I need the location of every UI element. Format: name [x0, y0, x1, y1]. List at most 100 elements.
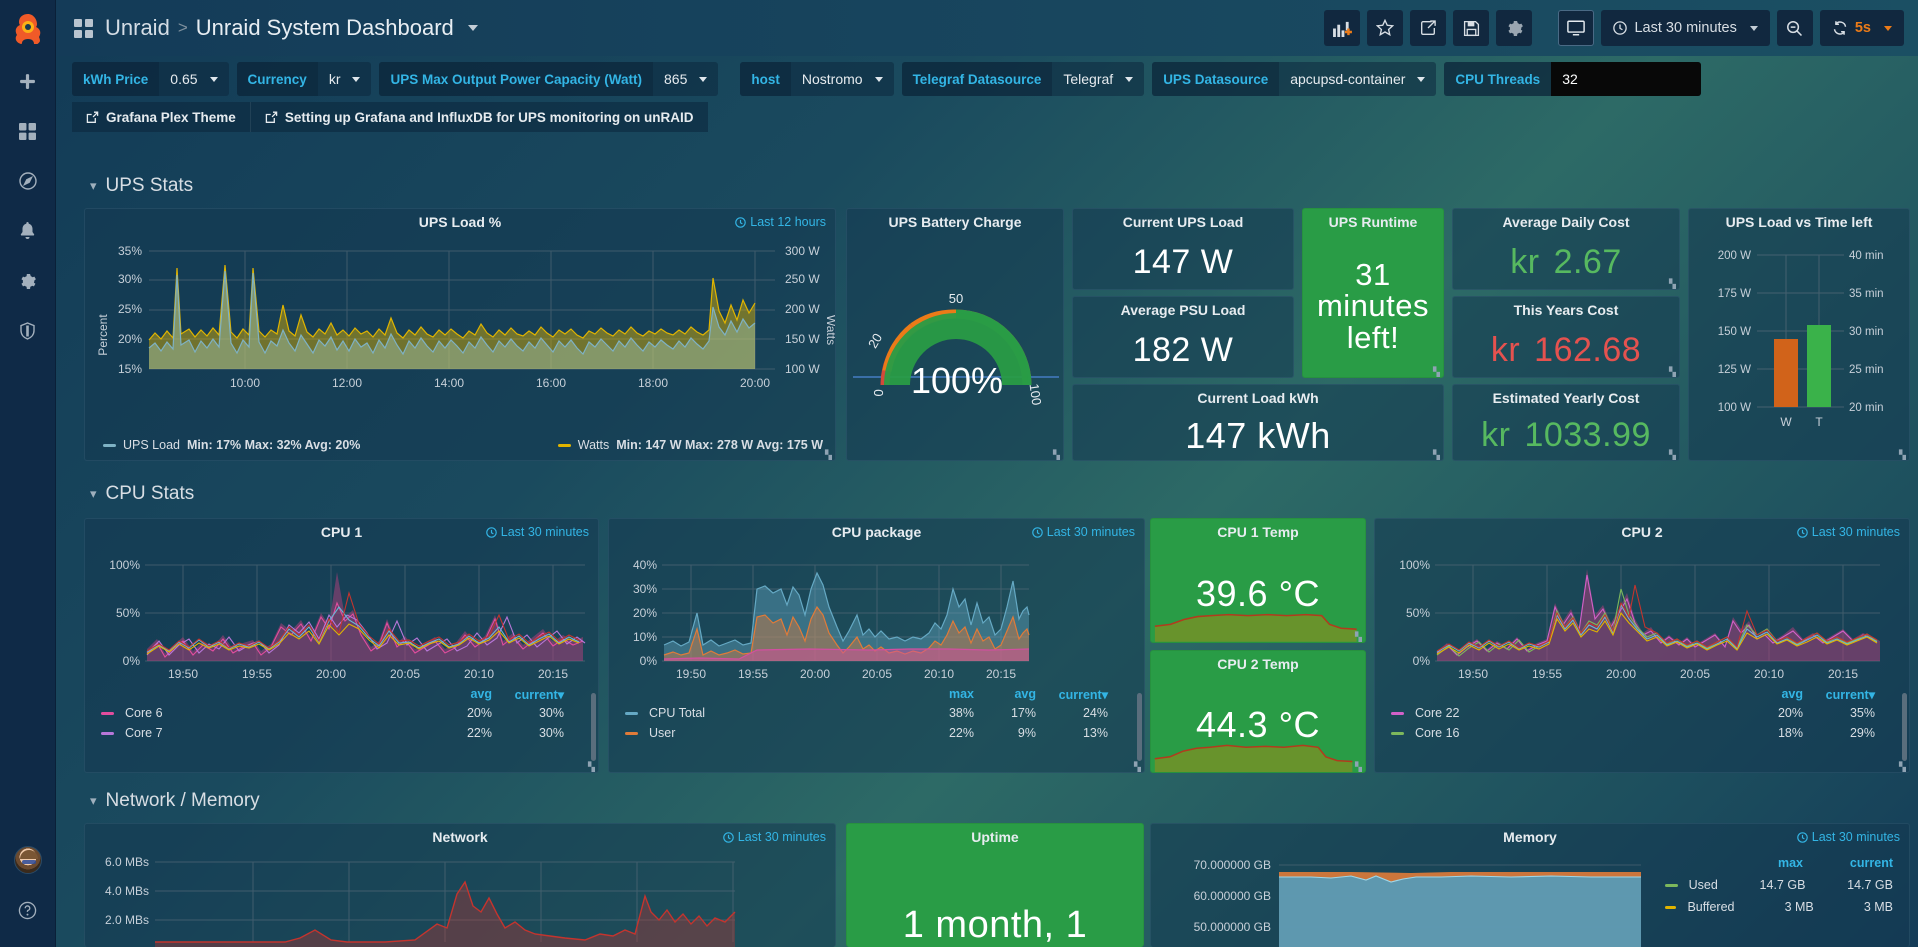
panel-ups-runtime[interactable]: UPS Runtime 31 minutes left! ▚	[1302, 208, 1444, 378]
panel-resize-handle[interactable]: ▚	[1433, 450, 1440, 460]
legend-row[interactable]: Core 22 20% 35%	[1375, 702, 1909, 720]
panel-resize-handle[interactable]: ▚	[1899, 762, 1906, 772]
row-header-ups-stats[interactable]: ▾ UPS Stats	[90, 175, 193, 197]
panel-resize-handle[interactable]: ▚	[1433, 367, 1440, 377]
sidebar-item-explore[interactable]	[0, 156, 56, 206]
variable-ups-datasource[interactable]: UPS Datasource apcupsd-container	[1152, 62, 1437, 96]
chevron-down-icon: ▾	[90, 793, 97, 808]
legend-series-name: Core 6	[125, 706, 163, 720]
save-dashboard-button[interactable]	[1453, 10, 1490, 46]
sidebar-item-create[interactable]	[0, 56, 56, 106]
sidebar-item-server-admin[interactable]	[0, 306, 56, 356]
dashboard-grid-icon[interactable]	[74, 18, 93, 38]
panel-this-years-cost[interactable]: This Years Cost kr 162.68 ▚	[1452, 296, 1680, 378]
legend-header-current[interactable]: current▾	[514, 688, 564, 702]
variable-currency[interactable]: Currency kr	[236, 62, 372, 96]
legend-scrollbar[interactable]	[1902, 693, 1907, 761]
panel-current-load-kwh[interactable]: Current Load kWh 147 kWh ▚	[1072, 384, 1444, 461]
panel-resize-handle[interactable]: ▚	[1355, 762, 1362, 772]
legend-scrollbar[interactable]	[1137, 693, 1142, 761]
panel-resize-handle[interactable]: ▚	[1053, 450, 1060, 460]
variable-ups-max-output[interactable]: UPS Max Output Power Capacity (Watt) 865	[379, 62, 719, 96]
variable-value[interactable]: kr	[318, 62, 372, 96]
sidebar-item-dashboards[interactable]	[0, 106, 56, 156]
sidebar-item-alerting[interactable]	[0, 206, 56, 256]
mark-favorite-button[interactable]	[1367, 10, 1404, 46]
variable-value[interactable]: 865	[653, 62, 718, 96]
panel-resize-handle[interactable]: ▚	[588, 762, 595, 772]
panel-resize-handle[interactable]: ▚	[1669, 279, 1676, 289]
panel-cpu-1-temp[interactable]: CPU 1 Temp 39.6 °C ▚	[1150, 518, 1366, 643]
panel-resize-handle[interactable]: ▚	[1355, 632, 1362, 642]
legend-header-current[interactable]: current▾	[1058, 688, 1108, 702]
row-header-cpu-stats[interactable]: ▾ CPU Stats	[90, 483, 194, 505]
cpu-threads-input[interactable]: 32	[1551, 62, 1702, 96]
panel-ups-battery-charge[interactable]: UPS Battery Charge 50 20 0 100 100% ▚	[846, 208, 1064, 461]
panel-cpu-2[interactable]: CPU 2 Last 30 minutes 100% 50% 0% 19:50 19:…	[1374, 518, 1910, 773]
zoom-out-time-range-button[interactable]	[1776, 10, 1813, 46]
dashboard-settings-button[interactable]	[1496, 10, 1533, 46]
panel-header[interactable]: UPS Load % Last 12 hours	[85, 209, 835, 235]
dashboard-link-grafana-plex-theme[interactable]: Grafana Plex Theme	[72, 102, 250, 132]
share-dashboard-button[interactable]	[1410, 10, 1447, 46]
row-header-network-memory[interactable]: ▾ Network / Memory	[90, 790, 260, 812]
refresh-picker[interactable]: 5s	[1819, 10, 1904, 46]
legend-row[interactable]: Core 7 22% 30%	[85, 720, 598, 740]
legend-header-avg[interactable]: avg	[470, 687, 492, 701]
variable-kwh-price[interactable]: kWh Price 0.65	[72, 62, 229, 96]
panel-memory[interactable]: Memory Last 30 minutes 70.000000 GB 60.00…	[1150, 823, 1910, 947]
variable-value[interactable]: 0.65	[159, 62, 228, 96]
panel-ups-load-percent[interactable]: UPS Load % Last 12 hours 35% 30% 25% 20%…	[84, 208, 836, 461]
legend-row[interactable]: Core 6 20% 30%	[85, 702, 598, 720]
legend-scrollbar[interactable]	[591, 693, 596, 761]
row-title-label: UPS Stats	[105, 175, 194, 196]
chevron-down-icon[interactable]	[467, 25, 478, 31]
panel-average-psu-load[interactable]: Average PSU Load 182 W	[1072, 296, 1294, 378]
panel-cpu-package[interactable]: CPU package Last 30 minutes 40% 30% 20% 10…	[608, 518, 1145, 773]
panel-current-ups-load[interactable]: Current UPS Load 147 W	[1072, 208, 1294, 290]
avatar[interactable]	[0, 835, 56, 885]
panel-cpu-2-temp[interactable]: CPU 2 Temp 44.3 °C ▚	[1150, 650, 1366, 773]
legend-header-avg[interactable]: avg	[1781, 687, 1803, 701]
cycle-view-mode-button[interactable]	[1558, 10, 1595, 46]
legend-header-current[interactable]: current▾	[1825, 688, 1875, 702]
panel-resize-handle[interactable]: ▚	[1899, 450, 1906, 460]
panel-uptime[interactable]: Uptime 1 month, 1	[846, 823, 1144, 947]
legend-row[interactable]: Buffered 3 MB 3 MB	[1651, 892, 1903, 914]
variable-host[interactable]: host Nostromo	[740, 62, 894, 96]
breadcrumb-folder[interactable]: Unraid	[105, 15, 170, 40]
variable-value[interactable]: apcupsd-container	[1279, 62, 1436, 96]
panel-network[interactable]: Network Last 30 minutes 6.0 MBs 4.0 MBs 2.…	[84, 823, 836, 947]
legend-header-current[interactable]: current	[1849, 856, 1893, 870]
legend-header-max[interactable]: max	[1777, 856, 1803, 870]
legend-row[interactable]: CPU Total 38% 17% 24%	[609, 702, 1144, 720]
panel-estimated-yearly-cost[interactable]: Estimated Yearly Cost kr 1033.99 ▚	[1452, 384, 1680, 461]
panel-resize-handle[interactable]: ▚	[825, 450, 832, 460]
variable-cpu-threads[interactable]: CPU Threads 32	[1444, 62, 1702, 96]
grafana-logo-icon[interactable]	[0, 0, 56, 56]
legend-header-avg[interactable]: avg	[1014, 687, 1036, 701]
svg-text:2.0 MBs: 2.0 MBs	[105, 913, 149, 927]
legend-row[interactable]: Core 16 18% 29%	[1375, 720, 1909, 740]
legend-row[interactable]: User 22% 9% 13%	[609, 720, 1144, 740]
page-title[interactable]: Unraid System Dashboard	[195, 15, 454, 40]
panel-ups-load-vs-time-left[interactable]: UPS Load vs Time left 200 W 175 W 150 W …	[1688, 208, 1910, 461]
panel-average-daily-cost[interactable]: Average Daily Cost kr 2.67 ▚	[1452, 208, 1680, 290]
variable-telegraf-datasource[interactable]: Telegraf Datasource Telegraf	[901, 62, 1145, 96]
variable-value[interactable]: Nostromo	[791, 62, 894, 96]
panel-resize-handle[interactable]: ▚	[1669, 450, 1676, 460]
variable-value[interactable]: Telegraf	[1052, 62, 1144, 96]
legend-header-max[interactable]: max	[948, 687, 974, 701]
add-panel-button[interactable]	[1324, 10, 1361, 46]
legend-item-ups-load[interactable]: UPS Load Min: 17% Max: 32% Avg: 20%	[103, 438, 360, 452]
panel-resize-handle[interactable]: ▚	[1669, 367, 1676, 377]
sidebar-item-configuration[interactable]	[0, 256, 56, 306]
dashboard-link-ups-monitoring-guide[interactable]: Setting up Grafana and InfluxDB for UPS …	[249, 102, 708, 132]
legend-series-name: Core 7	[125, 726, 163, 740]
time-range-picker[interactable]: Last 30 minutes	[1601, 10, 1770, 46]
sidebar-item-help[interactable]	[0, 885, 56, 935]
legend-row[interactable]: Used 14.7 GB 14.7 GB	[1651, 870, 1903, 892]
panel-cpu-1[interactable]: CPU 1 Last 30 minutes 100% 50% 0% 19:50 19:…	[84, 518, 599, 773]
panel-resize-handle[interactable]: ▚	[1134, 762, 1141, 772]
legend-item-watts[interactable]: Watts Min: 147 W Max: 278 W Avg: 175 W	[557, 438, 823, 452]
